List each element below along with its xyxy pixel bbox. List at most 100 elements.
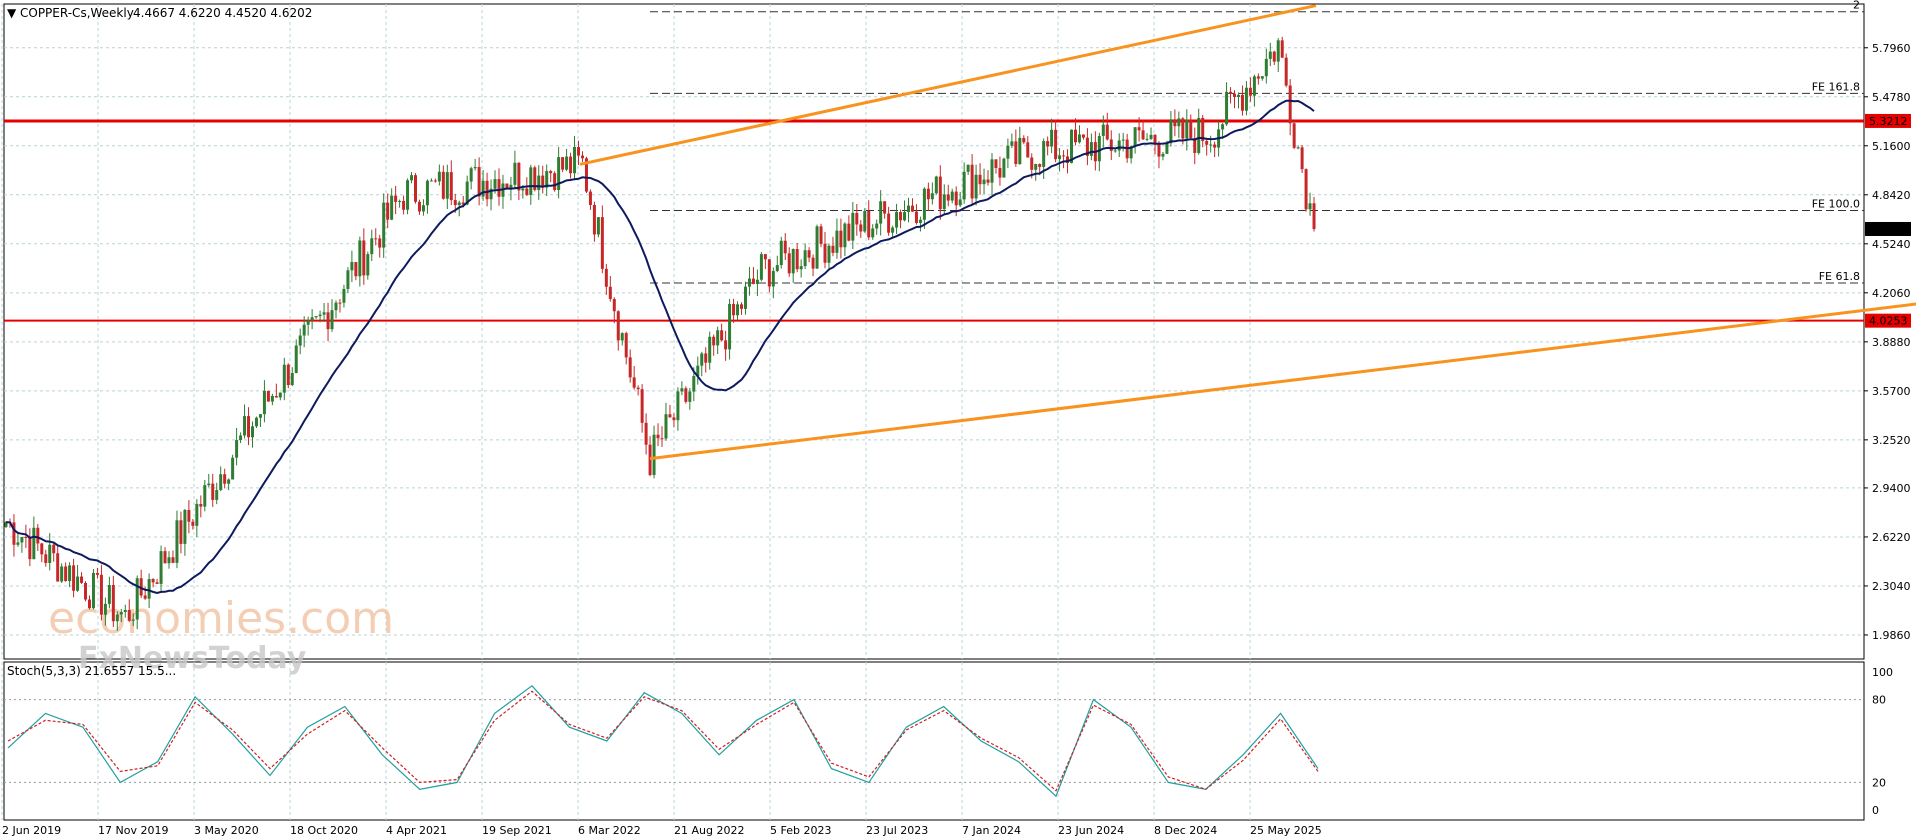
candle-body: [906, 205, 910, 213]
candle-body: [286, 364, 290, 386]
candle-body: [533, 167, 537, 190]
candle-body: [922, 188, 926, 220]
candle-body: [370, 238, 374, 255]
fibo-level-label: 2: [1853, 0, 1860, 12]
x-tick-label: 4 Apr 2021: [386, 824, 447, 837]
candle-body: [1264, 58, 1268, 77]
candle-body: [970, 164, 974, 199]
candle-body: [350, 262, 354, 271]
candle-body: [636, 387, 640, 390]
candle-body: [127, 609, 131, 621]
y-tick-label: 3.8880: [1872, 336, 1911, 349]
candle-body: [1272, 51, 1276, 62]
candle-body: [1248, 87, 1252, 96]
candle-body: [839, 230, 843, 248]
candle-body: [644, 422, 648, 445]
candle-body: [64, 566, 68, 582]
candle-body: [966, 164, 970, 172]
candle-body: [938, 176, 942, 210]
candle-body: [247, 416, 251, 438]
candle-body: [596, 217, 600, 235]
candle-body: [1209, 144, 1213, 146]
candle-body: [227, 479, 231, 484]
candle-body: [374, 238, 378, 240]
candle-body: [390, 195, 394, 220]
candle-body: [537, 175, 541, 190]
candle-body: [561, 157, 565, 170]
candle-body: [612, 299, 616, 312]
candle-body: [557, 157, 561, 191]
candle-body: [386, 202, 390, 220]
candle-body: [477, 167, 481, 197]
candle-body: [131, 619, 135, 621]
candle-body: [517, 162, 521, 191]
candle-body: [1229, 91, 1233, 94]
candle-body: [1201, 117, 1205, 141]
candle-body: [274, 395, 278, 398]
candle-body: [163, 551, 167, 564]
candle-body: [696, 365, 700, 377]
candle-body: [1181, 118, 1185, 139]
stochastic-oscillator: [7, 684, 1319, 798]
x-tick-label: 2 Jun 2019: [2, 824, 61, 837]
dropdown-triangle-icon[interactable]: ▼: [7, 6, 17, 20]
candle-body: [903, 212, 907, 221]
candle-body: [819, 226, 823, 244]
candle-body: [1221, 124, 1225, 130]
candle-body: [751, 278, 755, 284]
candle-body: [111, 584, 115, 622]
fibo-level-label: FE 100.0: [1812, 198, 1860, 211]
candle-body: [445, 172, 449, 199]
y-tick-label: 4.2060: [1872, 287, 1911, 300]
candle-body: [815, 226, 819, 269]
candle-body: [1034, 164, 1038, 170]
candle-body: [871, 228, 875, 238]
candle-body: [20, 537, 24, 543]
y-tick-label: 1.9860: [1872, 629, 1911, 642]
candle-body: [76, 576, 80, 591]
candle-body: [354, 262, 358, 277]
candle-body: [1173, 119, 1177, 127]
candle-body: [1312, 203, 1316, 229]
candle-body: [1244, 87, 1248, 111]
candle-body: [1002, 158, 1006, 178]
candle-body: [573, 147, 577, 174]
y-tick-label: 2.9400: [1872, 482, 1911, 495]
candle-body: [91, 572, 95, 609]
candle-body: [962, 171, 966, 200]
candle-body: [318, 314, 322, 317]
candle-body: [167, 557, 171, 564]
y-tick-label: 5.4780: [1872, 91, 1911, 104]
candle-body: [791, 249, 795, 274]
candle-body: [708, 336, 712, 363]
candle-body: [974, 174, 978, 199]
candle-body: [1042, 141, 1046, 167]
candle-body: [410, 175, 414, 181]
candle-body: [700, 353, 704, 366]
candle-body: [668, 414, 672, 418]
candle-body: [1066, 156, 1070, 163]
candle-body: [175, 520, 179, 563]
y-tick-label: 3.2520: [1872, 434, 1911, 447]
candle-body: [851, 212, 855, 241]
x-tick-label: 17 Nov 2019: [98, 824, 168, 837]
candle-body: [541, 175, 545, 188]
candle-body: [211, 483, 215, 500]
candle-body: [1149, 134, 1153, 139]
candle-body: [187, 509, 191, 522]
candle-body: [767, 259, 771, 287]
candle-body: [489, 188, 493, 200]
candle-body: [1109, 139, 1113, 151]
candle-body: [40, 543, 44, 555]
candle-body: [243, 416, 247, 436]
candle-body: [302, 324, 306, 336]
x-tick-label: 19 Sep 2021: [482, 824, 552, 837]
candle-body: [883, 201, 887, 214]
candle-body: [223, 474, 227, 484]
candle-body: [755, 279, 759, 284]
candle-body: [1137, 127, 1141, 131]
stoch-d-line: [7, 690, 1319, 792]
candle-body: [577, 147, 581, 156]
candle-body: [529, 167, 533, 195]
candle-body: [569, 156, 573, 174]
